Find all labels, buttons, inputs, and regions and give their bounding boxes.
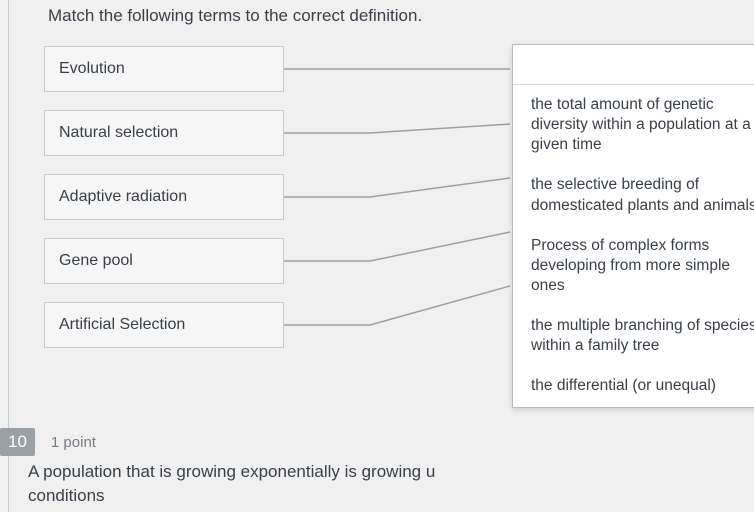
connector-lines xyxy=(284,46,514,376)
next-question-text: A population that is growing exponential… xyxy=(28,462,435,482)
question-page: Match the following terms to the correct… xyxy=(0,0,754,376)
dropdown-option[interactable]: the selective breeding of domesticated p… xyxy=(513,165,754,225)
matching-area: Evolution Natural selection Adaptive rad… xyxy=(28,46,754,376)
next-question-header: 10 1 point xyxy=(0,428,96,456)
term-label: Adaptive radiation xyxy=(59,188,187,206)
terms-column: Evolution Natural selection Adaptive rad… xyxy=(44,46,284,366)
term-gene-pool[interactable]: Gene pool xyxy=(44,238,284,284)
term-artificial-selection[interactable]: Artificial Selection xyxy=(44,302,284,348)
term-label: Natural selection xyxy=(59,124,178,142)
term-natural-selection[interactable]: Natural selection xyxy=(44,110,284,156)
term-adaptive-radiation[interactable]: Adaptive radiation xyxy=(44,174,284,220)
question-number-badge: 10 xyxy=(0,428,35,456)
dropdown-option[interactable]: the multiple branching of species within… xyxy=(513,306,754,366)
question-points: 1 point xyxy=(51,434,96,451)
dropdown-option[interactable]: the differential (or unequal) xyxy=(513,366,754,406)
dropdown-option[interactable]: Process of complex forms developing from… xyxy=(513,226,754,306)
dropdown-option[interactable]: the total amount of genetic diversity wi… xyxy=(513,85,754,165)
term-label: Artificial Selection xyxy=(59,316,185,334)
question-instruction: Match the following terms to the correct… xyxy=(28,6,754,26)
term-evolution[interactable]: Evolution xyxy=(44,46,284,92)
definition-dropdown[interactable]: the total amount of genetic diversity wi… xyxy=(512,44,754,408)
term-label: Gene pool xyxy=(59,252,133,270)
next-question-text-cut: conditions xyxy=(28,486,105,506)
term-label: Evolution xyxy=(59,60,125,78)
dropdown-selected-row[interactable] xyxy=(513,45,754,85)
